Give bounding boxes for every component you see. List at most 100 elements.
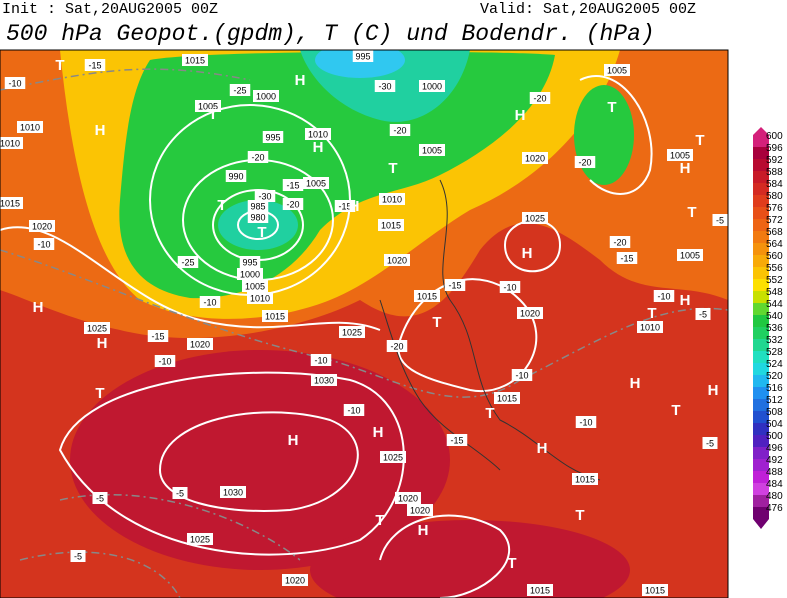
isobar-label: 1020 bbox=[32, 222, 52, 232]
isobar-label: 985 bbox=[250, 202, 265, 212]
isobar-label: 1015 bbox=[497, 394, 517, 404]
colorbar-label: 488 bbox=[766, 467, 783, 478]
isobar-label-box bbox=[262, 131, 284, 143]
colorbar-cell bbox=[753, 471, 769, 483]
colorbar-cell bbox=[753, 243, 769, 255]
temperature-label-box bbox=[229, 84, 251, 96]
colorbar-cell bbox=[753, 303, 769, 315]
isobar-label-box bbox=[187, 533, 213, 545]
temperature-label: -10 bbox=[158, 357, 171, 367]
isobar-label-box bbox=[225, 170, 247, 182]
isobar-label: 1025 bbox=[87, 324, 107, 334]
temperature-label-box bbox=[343, 404, 365, 416]
temperature-label-box bbox=[33, 238, 55, 250]
isobar-label: 1015 bbox=[530, 586, 550, 596]
colorbar-label: 568 bbox=[766, 227, 783, 238]
temperature-label: -10 bbox=[579, 418, 592, 428]
temperature-label-box bbox=[147, 330, 169, 342]
colorbar-cell bbox=[753, 195, 769, 207]
pressure-center: H bbox=[313, 139, 324, 156]
colorbar-cell bbox=[753, 387, 769, 399]
isobar-label: 1020 bbox=[285, 576, 305, 586]
pressure-center: T bbox=[217, 197, 226, 214]
isobar-label-box bbox=[517, 307, 543, 319]
isobar-label-box bbox=[379, 193, 405, 205]
colorbar-label: 476 bbox=[766, 503, 783, 514]
isobar-label-box bbox=[522, 212, 548, 224]
coastline bbox=[379, 299, 501, 471]
isobar-label: 1005 bbox=[607, 66, 627, 76]
temperature-label-box bbox=[712, 214, 728, 226]
colorbar-label: 508 bbox=[766, 407, 783, 418]
temperature-label: -5 bbox=[716, 216, 724, 226]
colorbar-label: 484 bbox=[766, 479, 783, 490]
valid-time: Valid: Sat,20AUG2005 00Z bbox=[480, 1, 696, 18]
pressure-center: H bbox=[418, 522, 429, 539]
isobar-label-box bbox=[384, 254, 410, 266]
temperature-label-box bbox=[695, 308, 711, 320]
colorbar-label: 592 bbox=[766, 155, 783, 166]
colorbar-label: 532 bbox=[766, 335, 783, 346]
temperature-label: -10 bbox=[37, 240, 50, 250]
pressure-center: T bbox=[647, 305, 656, 322]
isobar-label: 1005 bbox=[422, 146, 442, 156]
colorbar-cell bbox=[753, 135, 769, 147]
isobar-label-box bbox=[0, 137, 23, 149]
temperature-label: -30 bbox=[378, 82, 391, 92]
temperature-label: -5 bbox=[706, 439, 714, 449]
isobar-label: 1010 bbox=[640, 323, 660, 333]
temperature-label: -10 bbox=[657, 292, 670, 302]
isobar-label-box bbox=[253, 90, 279, 102]
temperature-label-box bbox=[92, 492, 108, 504]
temperature-label-box bbox=[84, 59, 106, 71]
temperature-label-box bbox=[386, 340, 408, 352]
temperature-label-box bbox=[575, 416, 597, 428]
colorbar-label: 480 bbox=[766, 491, 783, 502]
colorbar-label: 572 bbox=[766, 215, 783, 226]
map-frame bbox=[0, 49, 729, 598]
isobar-label: 1010 bbox=[250, 294, 270, 304]
isobar-label: 1015 bbox=[265, 312, 285, 322]
colorbar-cell bbox=[753, 363, 769, 375]
pressure-center: H bbox=[373, 424, 384, 441]
temperature-label: -20 bbox=[251, 153, 264, 163]
isobar-label-box bbox=[380, 451, 406, 463]
temperature-label-box bbox=[499, 281, 521, 293]
pressure-center: T bbox=[695, 132, 704, 149]
cyan-core bbox=[315, 50, 405, 78]
isobar-label: 1015 bbox=[0, 199, 20, 209]
temperature-label: -10 bbox=[314, 356, 327, 366]
isobar-label-box bbox=[247, 211, 269, 223]
colorbar-cell bbox=[753, 267, 769, 279]
temperature-label-box bbox=[4, 77, 26, 89]
colorbar-cell bbox=[753, 159, 769, 171]
isobar-label-box bbox=[407, 504, 433, 516]
colorbar-label: 564 bbox=[766, 239, 783, 250]
pressure-center: T bbox=[485, 405, 494, 422]
isobar-label-box bbox=[239, 256, 261, 268]
colorbar-cell bbox=[753, 399, 769, 411]
colorbar-cell bbox=[753, 279, 769, 291]
colorbar-label: 548 bbox=[766, 287, 783, 298]
isobar-label-box bbox=[604, 64, 630, 76]
isobar-label-box bbox=[395, 492, 421, 504]
isobar-label: 1015 bbox=[645, 586, 665, 596]
temperature-label-box bbox=[529, 92, 551, 104]
temperature-label: -20 bbox=[578, 158, 591, 168]
isobar-label: 1005 bbox=[680, 251, 700, 261]
pressure-center: T bbox=[575, 507, 584, 524]
colorbar-cell bbox=[753, 375, 769, 387]
isobar-label-box bbox=[305, 128, 331, 140]
isobar-label-box bbox=[84, 322, 110, 334]
colorbar-cell bbox=[753, 183, 769, 195]
colorbar-cell bbox=[753, 255, 769, 267]
pressure-center: T bbox=[55, 57, 64, 74]
temperature-label: -15 bbox=[151, 332, 164, 342]
isobar-label-box bbox=[637, 321, 663, 333]
isobar-label: 1030 bbox=[223, 488, 243, 498]
colorbar-label: 512 bbox=[766, 395, 783, 406]
colorbar-label: 500 bbox=[766, 431, 783, 442]
colorbar: 6005965925885845805765725685645605565525… bbox=[753, 127, 783, 529]
pressure-center: T bbox=[507, 555, 516, 572]
isobar-label: 1025 bbox=[190, 535, 210, 545]
